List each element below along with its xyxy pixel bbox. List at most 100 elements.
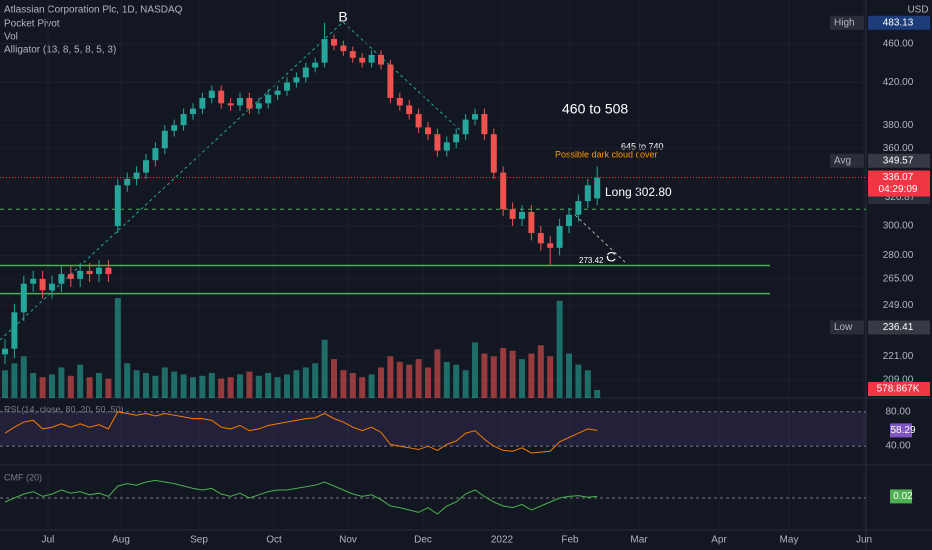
indicator-badge [890, 423, 912, 438]
candle-body [415, 114, 422, 128]
x-tick-label: Dec [414, 535, 432, 546]
candle-body [96, 267, 102, 275]
candle-body [519, 211, 525, 219]
volume-bar [387, 356, 394, 398]
x-tick-label: Jul [42, 535, 55, 546]
candle-body [86, 270, 93, 275]
volume-bar [133, 370, 140, 398]
annotation: 460 to 508 [562, 101, 628, 117]
candle-body [20, 283, 27, 313]
volume-bar [594, 389, 601, 398]
price-badge-value: 320.87 [885, 192, 916, 203]
candle-body [284, 82, 290, 91]
candle-body [143, 160, 149, 173]
volume-bar [105, 378, 112, 398]
volume-bar [519, 359, 525, 398]
candle-body [190, 108, 196, 115]
volume-bar [443, 361, 450, 398]
annotation: 273.42 [579, 256, 604, 265]
volume-bar [124, 363, 131, 398]
legend-item: Vol [4, 32, 18, 43]
candle-body [406, 105, 413, 115]
y-tick-label: 420.00 [883, 77, 914, 88]
volume-bar [556, 300, 563, 398]
candle-body [49, 283, 55, 291]
volume-bar [152, 375, 159, 398]
candle-body [265, 94, 272, 104]
x-tick-label: Apr [711, 535, 727, 546]
volume-bar [396, 361, 403, 398]
y-tick-label: 380.00 [883, 120, 914, 131]
candle-body [547, 243, 554, 248]
candle-body [114, 185, 121, 226]
candle-body [274, 90, 281, 95]
x-tick-label: 2022 [491, 535, 514, 546]
candle-body [340, 45, 347, 52]
volume-bar [359, 377, 366, 398]
x-tick-label: Aug [112, 535, 130, 546]
volume-bar [415, 359, 422, 398]
volume-bar [96, 373, 102, 398]
candle-body [302, 67, 309, 78]
annotation: Possible dark cloud cover [555, 149, 658, 159]
candle-body [133, 172, 140, 179]
volume-bar [20, 356, 27, 398]
y-tick-label: 221.00 [883, 351, 914, 362]
cmf-line [4, 479, 598, 515]
candle-body [321, 39, 328, 63]
x-tick-label: Sep [190, 535, 208, 546]
volume-bar [190, 377, 196, 398]
candle-body [255, 103, 262, 109]
volume-bar [2, 370, 8, 398]
volume-bar [406, 364, 413, 398]
candle-body [584, 185, 591, 202]
candle-body [368, 54, 375, 63]
candle-body [509, 209, 516, 219]
candle-body [537, 233, 544, 244]
volume-bar [321, 339, 328, 398]
candle-body [30, 278, 37, 284]
volume-label: 578.867K [877, 384, 920, 395]
countdown: 04:29:09 [879, 184, 918, 195]
x-tick-label: Mar [630, 535, 648, 546]
volume-bar [425, 367, 431, 398]
candle-body [161, 130, 168, 149]
badge-label: High [834, 17, 855, 28]
candle-body [500, 172, 507, 210]
volume-bar [218, 378, 225, 398]
candle-body [453, 134, 460, 143]
badge-label-bg [830, 153, 864, 168]
candle-body [152, 148, 159, 161]
volume-bar [284, 374, 290, 398]
candle-body [462, 119, 469, 135]
annotation: B [338, 9, 347, 25]
volume-bar [180, 374, 187, 398]
volume-bar [171, 371, 178, 398]
x-tick-label: Jun [856, 535, 872, 546]
volume-bar [143, 373, 149, 398]
volume-bar [566, 353, 572, 398]
candle-body [237, 97, 243, 106]
y-tick-label: 460.00 [883, 38, 914, 49]
candle-body [218, 90, 225, 104]
volume-bar [472, 342, 478, 398]
volume-bar [368, 374, 375, 398]
volume-bar [340, 370, 347, 398]
volume-badge [868, 382, 930, 396]
candle-body [246, 97, 253, 109]
candle-body [11, 312, 18, 349]
currency: USD [907, 5, 928, 16]
price-badge [868, 153, 930, 168]
y-tick-label: 265.00 [883, 273, 914, 284]
volume-bar [537, 345, 544, 398]
annotation: 645 to 740 [621, 141, 664, 151]
x-tick-label: Oct [266, 535, 282, 546]
price-badge [868, 320, 930, 335]
candle-body [378, 54, 384, 65]
candle-body [208, 90, 215, 98]
legend-item: Pocket Pivot [4, 19, 60, 30]
volume-bar [227, 377, 234, 398]
y-tick-label: 80.00 [885, 406, 910, 417]
volume-bar [584, 370, 591, 398]
